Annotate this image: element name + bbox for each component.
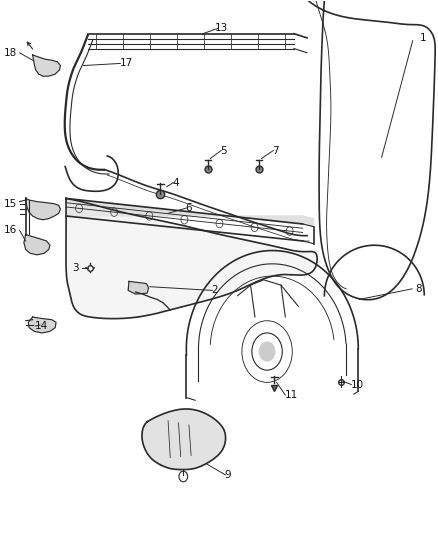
Text: 17: 17 [120,59,133,68]
Text: 8: 8 [416,284,422,294]
Text: 7: 7 [272,146,279,156]
Text: 15: 15 [4,199,17,209]
Text: 9: 9 [225,470,231,480]
Text: 16: 16 [4,225,17,236]
Polygon shape [26,198,60,220]
Text: 1: 1 [420,33,427,43]
Text: 5: 5 [220,146,227,156]
Polygon shape [66,198,314,227]
Text: 3: 3 [72,263,79,272]
Text: 6: 6 [185,203,192,213]
Text: 2: 2 [212,286,218,295]
Polygon shape [28,317,56,333]
Polygon shape [24,235,50,255]
Text: 11: 11 [284,390,298,400]
Text: 14: 14 [34,321,48,331]
Text: 4: 4 [173,177,179,188]
Text: 18: 18 [4,48,17,58]
Polygon shape [32,55,60,76]
Text: 13: 13 [215,23,228,34]
Polygon shape [142,409,226,470]
Circle shape [259,342,275,361]
Text: 10: 10 [350,379,364,390]
Polygon shape [128,281,148,294]
Polygon shape [66,198,317,319]
